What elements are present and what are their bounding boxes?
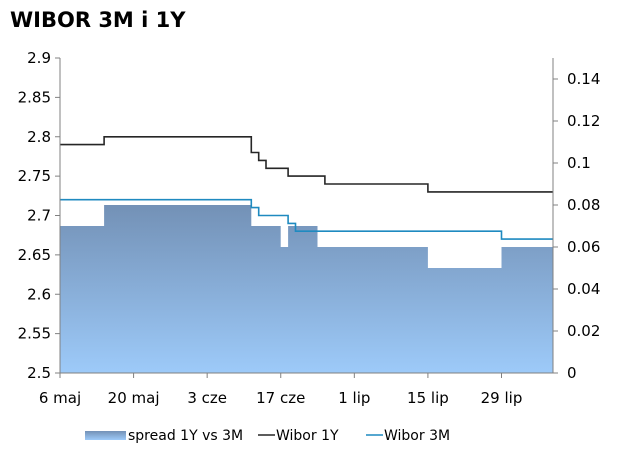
x-tick-label: 29 lip (481, 389, 523, 407)
x-tick-label: 17 cze (256, 389, 305, 407)
plot-area: 2.5 2.55 2.6 2.65 2.7 2.75 2.8 2.85 2.9 0 0.02 0.04… (18, 49, 601, 407)
y-left-tick-label: 2.75 (18, 167, 51, 185)
legend-label: Wibor 1Y (276, 428, 339, 444)
y-right-tick-label: 0.04 (567, 280, 600, 298)
chart-title: WIBOR 3M i 1Y (10, 8, 186, 32)
series-area-spread (60, 205, 553, 373)
x-tick-label: 3 cze (187, 389, 227, 407)
y-right-tick-label: 0.1 (567, 154, 591, 172)
x-tick-label: 20 maj (108, 389, 160, 407)
y-left-tick-label: 2.8 (27, 128, 51, 146)
x-tick-label: 1 lip (338, 389, 370, 407)
x-tick-label: 6 maj (39, 389, 81, 407)
y-right-tick-label: 0.14 (567, 70, 600, 88)
y-left-tick-label: 2.5 (27, 364, 51, 382)
y-left-tick-label: 2.85 (18, 88, 51, 106)
x-tick-label: 15 lip (407, 389, 449, 407)
y-right-tick-label: 0.02 (567, 322, 600, 340)
y-left-tick-label: 2.6 (27, 285, 51, 303)
y-right-tick-label: 0.12 (567, 112, 600, 130)
series-line-wibor-3m (60, 198, 553, 240)
y-left-tick-label: 2.55 (18, 325, 51, 343)
y-left-tick-label: 2.9 (27, 49, 51, 67)
legend-label: spread 1Y vs 3M (128, 428, 243, 444)
y-left-tick-label: 2.7 (27, 207, 51, 225)
y-right-tick-label: 0.08 (567, 196, 600, 214)
series-line-wibor-1y (60, 136, 553, 193)
y-right-tick-label: 0.06 (567, 238, 600, 256)
y-right-tick-label: 0 (567, 364, 577, 382)
legend-label: Wibor 3M (384, 428, 450, 444)
legend-swatch-spread (85, 431, 126, 440)
legend: spread 1Y vs 3M Wibor 1Y Wibor 3M (85, 428, 450, 444)
y-left-tick-label: 2.65 (18, 246, 51, 264)
